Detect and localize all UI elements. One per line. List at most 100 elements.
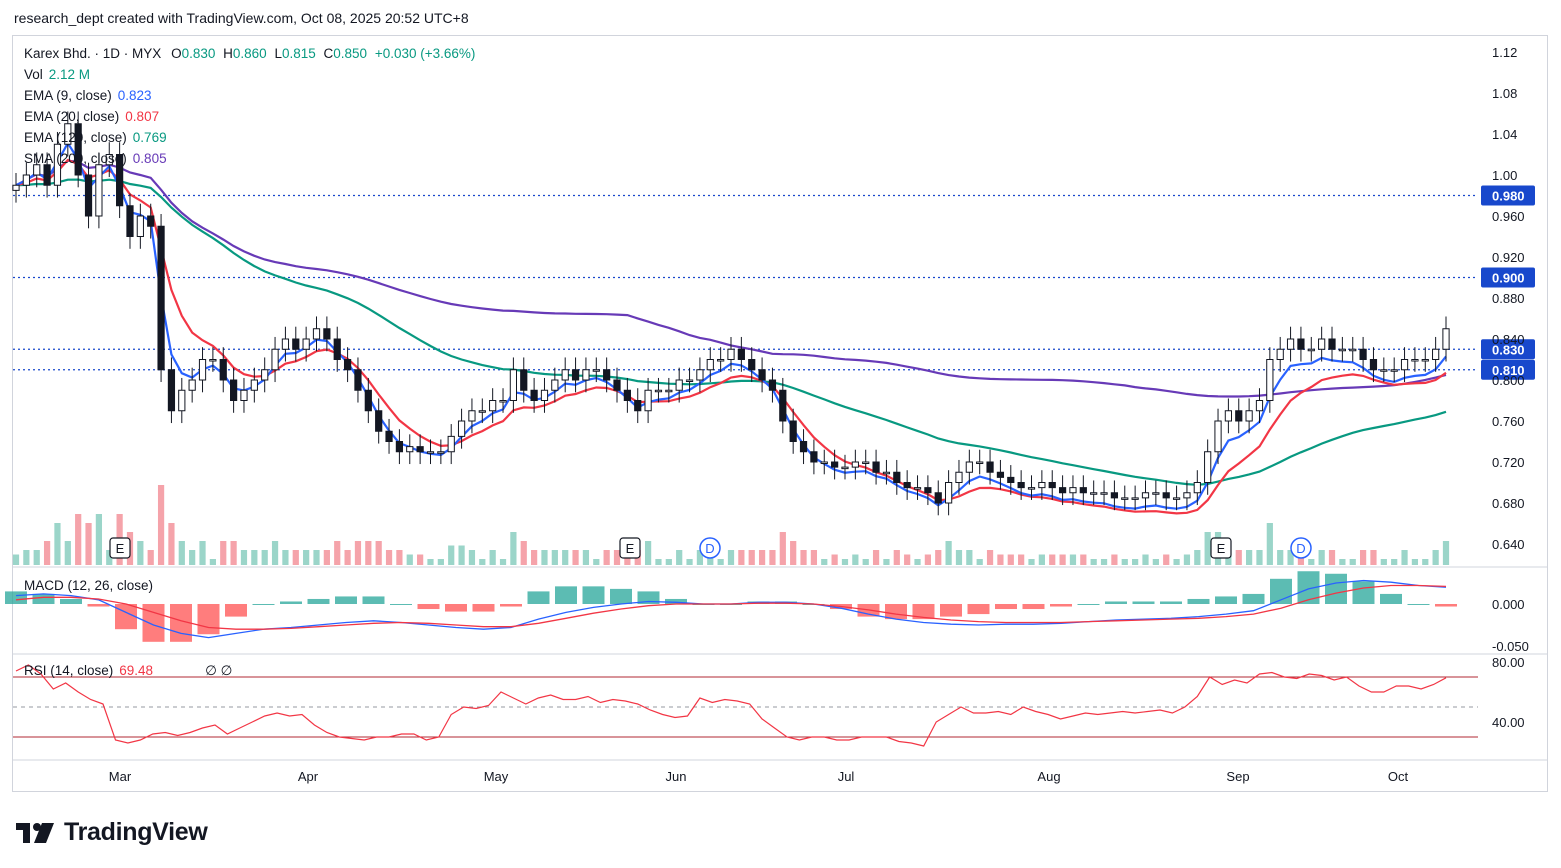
macd-pane: 0.000 -0.050	[5, 566, 1547, 654]
volume-bar	[1163, 554, 1170, 565]
candle-body	[1276, 348, 1284, 360]
candle-body	[468, 410, 476, 422]
candle-body	[22, 174, 30, 186]
candle-body	[499, 400, 507, 403]
volume-bar	[1339, 559, 1346, 565]
macd-histogram-bar	[252, 604, 275, 605]
volume-bar	[582, 550, 590, 565]
chart-frame[interactable]	[12, 35, 1548, 792]
volume-bar	[1391, 559, 1398, 565]
volume-bar	[147, 550, 154, 565]
volume-bar	[665, 559, 672, 565]
volume-bar	[613, 550, 621, 565]
candle-body	[1255, 400, 1264, 412]
candle-body	[841, 466, 849, 470]
event-marker-label: D	[705, 541, 714, 556]
candle-body	[136, 215, 144, 237]
volume-bar	[935, 550, 942, 565]
macd-histogram-bar	[665, 598, 687, 604]
volume-bar	[945, 541, 952, 565]
candle-body	[1349, 348, 1357, 352]
macd-histogram-bar	[445, 604, 467, 612]
candle-body	[789, 420, 797, 442]
candle-body	[1359, 348, 1367, 360]
volume-bar	[810, 550, 818, 565]
volume-bar	[696, 550, 704, 565]
legend-rsi[interactable]: RSI (14, close) 69.48 ∅ ∅	[24, 663, 233, 678]
volume-bar	[344, 550, 351, 565]
candle-body	[74, 123, 82, 176]
candle-body	[188, 379, 196, 391]
candle-body	[540, 389, 549, 401]
macd-histogram-bar	[1105, 601, 1127, 604]
volume-bar	[904, 554, 911, 565]
macd-histogram-bar	[637, 591, 660, 604]
level-tag-label: 0.900	[1492, 271, 1525, 286]
macd-histogram-bar	[472, 604, 495, 612]
candle-body	[1411, 359, 1419, 362]
price-tick-label: 0.720	[1492, 455, 1525, 470]
candle-body	[1162, 492, 1170, 499]
volume-bar	[1349, 559, 1356, 565]
legend-macd[interactable]: MACD (12, 26, close)	[24, 578, 154, 593]
candle-body	[644, 389, 652, 412]
candle-body	[1090, 492, 1098, 495]
volume-bar	[499, 559, 507, 565]
candle-body	[758, 369, 766, 381]
candle-body	[1328, 338, 1336, 350]
volume-bar	[841, 559, 849, 565]
legend-vol[interactable]: Vol 2.12 M	[24, 67, 91, 82]
candle-body	[903, 482, 911, 489]
volume-bar	[427, 559, 434, 565]
candle-body	[1421, 359, 1429, 362]
candle-body	[250, 379, 258, 391]
volume-bar	[976, 559, 983, 565]
candle-body	[1214, 420, 1222, 453]
volume-bar	[334, 541, 341, 565]
candle-body	[1400, 359, 1409, 371]
candle-body	[1058, 487, 1067, 494]
candle-body	[12, 184, 20, 191]
macd-histogram-bar	[5, 591, 27, 604]
level-tag-label: 0.830	[1492, 342, 1525, 357]
volume-bar	[1173, 559, 1180, 565]
volume-bar	[365, 541, 372, 565]
volume-bar	[271, 541, 279, 565]
candlesticks	[12, 111, 1450, 516]
macd-histogram-bar	[225, 604, 247, 617]
legend-ema20[interactable]: EMA (20, close) 0.807	[24, 109, 160, 124]
candle-body	[426, 451, 435, 454]
volume-bar	[85, 523, 92, 565]
volume-bar	[1370, 550, 1377, 565]
macd-histogram-bar	[362, 596, 385, 604]
candle-body	[965, 461, 973, 473]
candle-body	[976, 461, 984, 464]
volume-bar	[510, 532, 517, 565]
candle-body	[768, 379, 777, 391]
volume-bar	[1442, 541, 1450, 565]
candle-body	[996, 471, 1005, 478]
legend-ema9[interactable]: EMA (9, close) 0.823	[24, 88, 152, 103]
dividend-marker	[1290, 537, 1312, 559]
price-tick-label: 0.920	[1492, 250, 1525, 265]
candle-body	[43, 164, 51, 186]
moving-averages	[15, 141, 1447, 515]
volume-bar	[1028, 559, 1035, 565]
volume-bar	[686, 559, 693, 565]
candle-body	[603, 369, 611, 381]
volume-bar	[437, 559, 444, 565]
tradingview-brand[interactable]: TradingView	[16, 818, 208, 847]
candle-body	[520, 369, 528, 391]
macd-histogram-bar	[417, 604, 440, 610]
macd-histogram-bar	[995, 604, 1017, 610]
legend-sma200[interactable]: SMA (200, close) 0.805	[24, 151, 167, 166]
volume-bar	[1359, 550, 1367, 565]
candle-body	[913, 487, 922, 490]
macd-signal-line	[15, 584, 1447, 630]
candle-body	[1193, 482, 1201, 494]
candle-body	[1131, 497, 1139, 500]
volume-bar	[1090, 559, 1097, 565]
candle-body	[1100, 492, 1108, 495]
legend-ema120[interactable]: EMA (120, close) 0.769	[24, 130, 167, 145]
